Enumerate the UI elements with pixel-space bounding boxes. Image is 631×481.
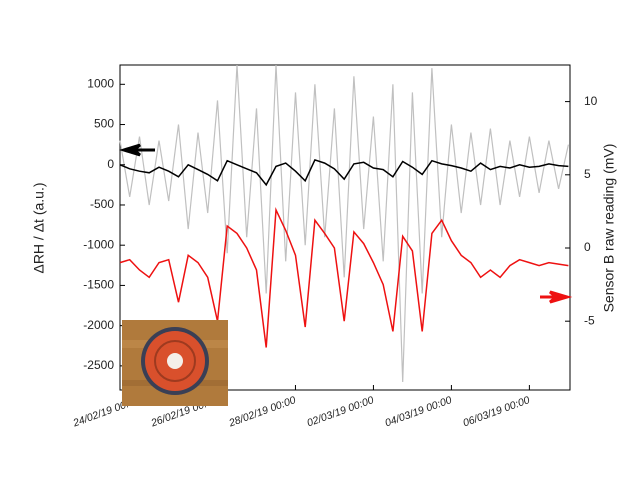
inset-photo: [122, 320, 228, 406]
y-tick-label: 0: [107, 157, 114, 171]
data-line: [119, 158, 569, 187]
y-tick-label: -1500: [83, 278, 114, 292]
y-tick-label: -2000: [83, 318, 114, 332]
y-tick-label: 500: [94, 117, 114, 131]
y-tick-label: -2500: [83, 358, 114, 372]
ring-hole: [167, 353, 183, 369]
ring-groove: [154, 340, 196, 382]
y-tick-label: 1000: [87, 76, 114, 90]
left-axis-arrow: [118, 143, 155, 157]
y-tick-label: -500: [90, 197, 114, 211]
data-line: [119, 206, 569, 348]
x-tick-label: 06/03/19 00:00: [461, 394, 531, 429]
x-tick-label: 04/03/19 00:00: [383, 394, 453, 429]
y-axis-label: ΔRH / Δt (a.u.): [31, 182, 47, 273]
x-tick-label: 02/03/19 00:00: [305, 394, 375, 429]
y2-tick-label: 5: [584, 167, 591, 181]
plot-frame: [119, 64, 571, 391]
y2-tick-label: -5: [584, 313, 595, 327]
y2-axis-label: Sensor B raw reading (mV): [601, 144, 617, 313]
y2-tick-label: 0: [584, 240, 591, 254]
data-line: [119, 64, 569, 383]
y2-tick-label: 10: [584, 94, 598, 108]
x-tick-label: 28/02/19 00:00: [227, 394, 298, 430]
y-tick-label: -1000: [83, 237, 114, 251]
right-axis-arrow: [540, 290, 573, 304]
